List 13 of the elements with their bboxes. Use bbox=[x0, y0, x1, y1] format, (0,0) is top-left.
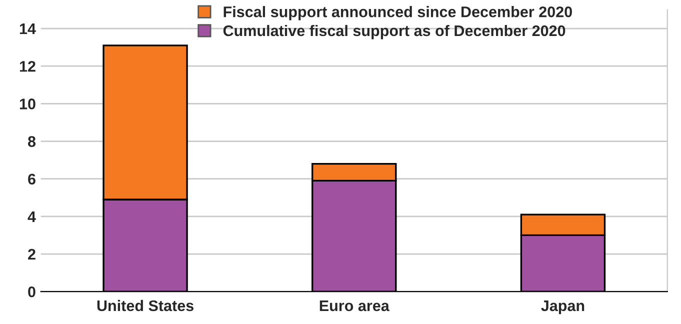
y-tick-label: 8 bbox=[28, 136, 36, 147]
y-tick-label: 6 bbox=[28, 174, 36, 185]
y-tick-label: 12 bbox=[20, 60, 36, 72]
legend-label: Cumulative fiscal support as of December 2020 bbox=[223, 24, 566, 40]
y-tick-label: 0 bbox=[28, 286, 36, 298]
legend-label: Fiscal support announced since December 2020 bbox=[224, 6, 572, 20]
y-tick-label: 10 bbox=[20, 98, 36, 110]
x-tick-label: United States bbox=[97, 300, 194, 312]
y-tick-label: 2 bbox=[28, 248, 36, 260]
y-tick-label: 4 bbox=[28, 211, 36, 222]
x-tick-label: Japan bbox=[541, 300, 584, 314]
x-tick-label: Euro area bbox=[320, 300, 390, 312]
y-tick-label: 14 bbox=[20, 24, 36, 34]
